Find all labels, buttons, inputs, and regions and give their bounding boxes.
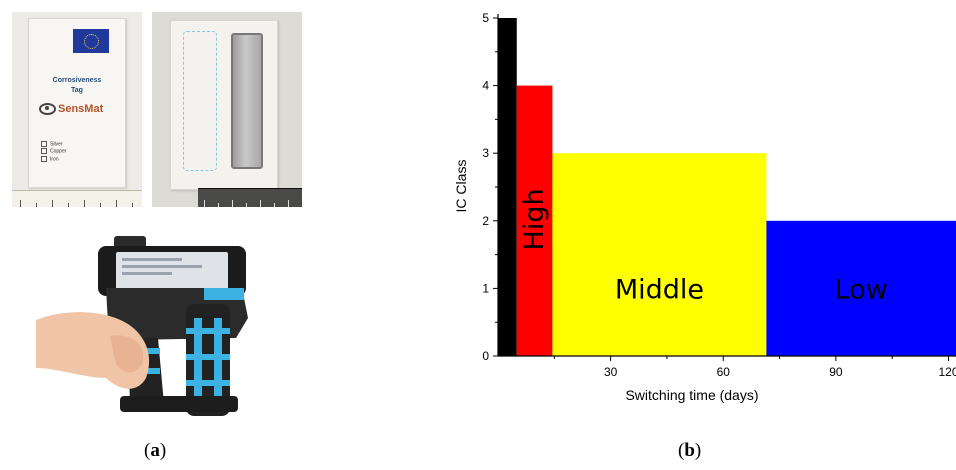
x-tick-label: 30: [604, 365, 618, 379]
y-tick-label: 1: [482, 281, 489, 295]
y-tick-label: 2: [482, 214, 489, 228]
ruler: [12, 190, 142, 207]
y-tick-label: 5: [482, 11, 489, 25]
brand-name: SensMat: [58, 103, 104, 115]
bar-1: [516, 85, 553, 356]
metal-checklist: Silver Copper Iron: [41, 141, 66, 163]
brand-logo: SensMat: [39, 103, 103, 115]
x-tick-label: 120: [938, 365, 956, 379]
y-tick-label: 4: [482, 79, 489, 93]
tag-back-photo: [152, 12, 302, 207]
bar-label-3: Low: [835, 274, 888, 305]
panel-a: Corrosiveness Tag SensMat Silver Copper …: [0, 0, 330, 461]
tag-card-back: [170, 20, 278, 190]
bar-2: [552, 153, 767, 356]
metal-item: Iron: [41, 155, 66, 163]
x-tick-label: 60: [717, 365, 731, 379]
y-tick-label: 3: [482, 146, 489, 160]
y-axis-label: IC Class: [453, 160, 469, 213]
bar-0: [498, 18, 517, 356]
bar-labels-layer: High Middle Low: [519, 188, 888, 305]
antenna-outline: [183, 31, 217, 171]
eu-flag-icon: [73, 29, 109, 53]
axes-layer: 0 1 2 3 4 5 30 60 90 120: [482, 11, 956, 379]
bar-3: [766, 220, 956, 356]
checkbox-icon: [41, 155, 47, 162]
tag-front-photo: Corrosiveness Tag SensMat Silver Copper …: [12, 12, 142, 207]
checkbox-icon: [41, 148, 47, 155]
y-tick-label: 0: [482, 349, 489, 363]
x-tick-label: 90: [829, 365, 843, 379]
x-axis-label: Switching time (days): [625, 387, 758, 403]
caption-b: (b): [678, 440, 702, 461]
checkbox-icon: [41, 141, 47, 147]
metal-item: Copper: [41, 148, 66, 155]
bars-layer: [498, 18, 956, 356]
bar-label-2: Middle: [615, 274, 704, 305]
handheld-reader-photo: [36, 236, 248, 416]
metal-ruler: [198, 188, 302, 207]
bar-label-1: High: [519, 188, 550, 250]
tag-title-line1: Corrosiveness: [52, 77, 102, 84]
caption-a: (a): [144, 440, 167, 461]
sensor-strip: [231, 33, 263, 169]
metal-item: Silver: [41, 141, 66, 148]
eye-icon: [39, 103, 56, 115]
ic-class-chart: High Middle Low 0 1 2 3 4 5 30 60 90 120 IC Class S…: [453, 11, 956, 403]
tag-card-front: Corrosiveness Tag SensMat Silver Copper …: [28, 18, 126, 188]
tag-title-line2: Tag: [71, 87, 83, 94]
